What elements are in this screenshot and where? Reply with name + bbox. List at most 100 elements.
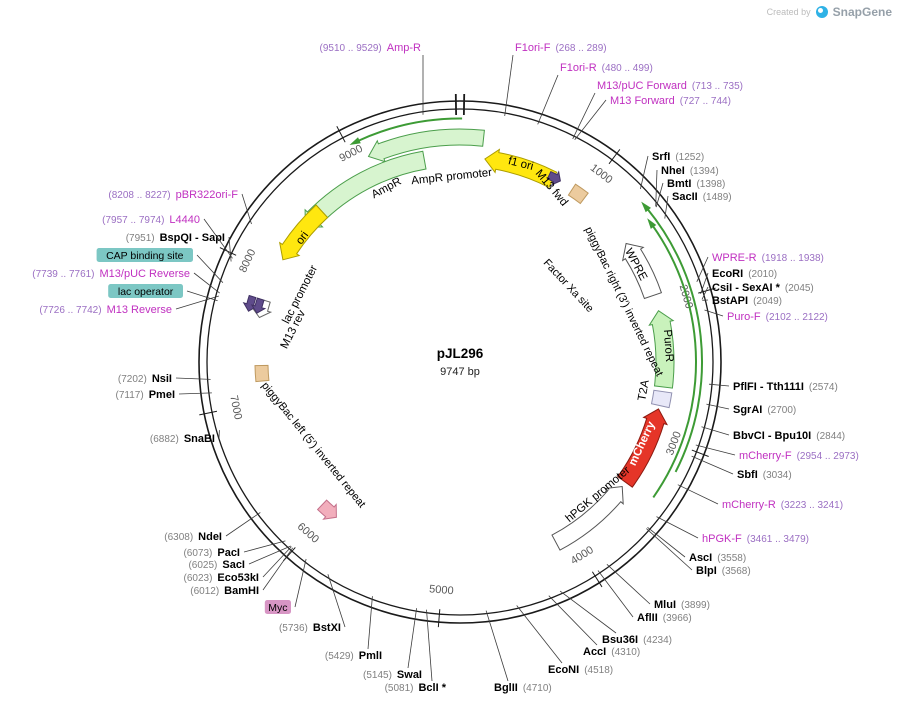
connector-line [178, 392, 212, 395]
site-text: MluI (3899) [654, 599, 710, 611]
site-text: PflFI - Tth111I (2574) [733, 381, 838, 393]
connector-line [701, 426, 730, 436]
connector-line [606, 564, 651, 605]
enzyme-label-srfi: SrfI (1252) [640, 151, 704, 190]
connector-line [203, 218, 233, 259]
inner-label-piggybac-left-5-inverted-repeat: piggyBac left (5′) inverted repeat [259, 380, 368, 510]
connector-line [407, 608, 417, 669]
connector-line [193, 272, 220, 294]
primer-label-f1ori-f: F1ori-F (268 .. 289) [504, 42, 607, 117]
site-text: AflII (3966) [637, 612, 692, 624]
site-text: (7726 .. 7742) M13 Reverse [39, 304, 172, 316]
site-text: M13/pUC Forward (713 .. 735) [597, 80, 743, 92]
site-text: EcoRI (2010) [712, 268, 777, 280]
backbone-outer-circle [198, 100, 722, 624]
tag-text: CAP binding site [106, 250, 184, 262]
feature-mcherry [617, 408, 669, 488]
tag-chip [108, 284, 183, 298]
connector-line [262, 546, 292, 578]
tag-chip [96, 248, 193, 262]
site-text: SbfI (3034) [737, 469, 792, 481]
site-text: BlpI (3568) [696, 565, 751, 577]
feature-piggybac-left-itr [254, 364, 270, 383]
primer-label-puro-f: Puro-F (2102 .. 2122) [704, 309, 828, 323]
tag-text: lac operator [118, 286, 174, 298]
tick-label-5000: 5000 [429, 583, 454, 597]
feature-ori [278, 204, 329, 261]
site-text: BglII (4710) [494, 682, 552, 694]
orf-arrowhead-2 [647, 218, 657, 229]
enzyme-label-bglii: BglII (4710) [485, 610, 552, 694]
primer-label-mcherry-r: mCherry-R (3223 .. 3241) [677, 484, 843, 511]
site-text: SrfI (1252) [652, 151, 704, 163]
snapgene-brand-text: SnapGene [832, 5, 892, 19]
connector-line [640, 155, 649, 190]
connector-line [175, 377, 211, 380]
connector-line [708, 383, 730, 387]
tick-mark [608, 149, 621, 165]
feature-ampr-promoter [367, 128, 485, 163]
feature-pink-element [316, 499, 337, 520]
primer-label-m13-puc-forward: M13/pUC Forward (713 .. 735) [572, 80, 743, 140]
enzyme-label-asci: AscI (3558) [647, 526, 746, 564]
site-text: SacII (1489) [672, 191, 732, 203]
site-text: BbvCI - Bpu10I (2844) [733, 430, 845, 442]
tag-label-lac-operator: lac operator [108, 284, 218, 302]
enzyme-label-paci: (6073) PacI [183, 540, 286, 559]
primer-label-amp-r: (9510 .. 9529) Amp-R [320, 42, 424, 115]
enzyme-label-bstapi: BstAPI (2049) [702, 295, 782, 307]
primer-label-hpgk-f: hPGK-F (3461 .. 3479) [656, 516, 809, 545]
tick-label-4000: 4000 [569, 544, 596, 567]
snapgene-logo-icon [815, 6, 828, 18]
enzyme-label-pflfi-tth111i: PflFI - Tth111I (2574) [708, 381, 838, 393]
tag-label-cap-binding-site: CAP binding site [96, 248, 224, 283]
connector-line [677, 484, 719, 505]
plasmid-size: 9747 bp [440, 366, 480, 378]
connector-line [656, 516, 699, 539]
enzyme-label-bspqi-sapi: (7951) BspQI - SapI [126, 232, 232, 262]
connector-line [701, 286, 709, 300]
enzyme-label-ecori: EcoRI (2010) [700, 268, 777, 295]
enzyme-label-swai: (5145) SwaI [363, 608, 422, 681]
connector-line [327, 574, 346, 628]
site-text: (7957 .. 7974) L4440 [102, 214, 200, 226]
site-text: (5081) BclI * [385, 682, 447, 694]
primer-label-mcherry-f: mCherry-F (2954 .. 2973) [695, 444, 859, 462]
site-text: (6308) NdeI [164, 531, 222, 543]
orf-arc-2 [651, 225, 697, 498]
connector-line [664, 195, 669, 219]
enzyme-label-nhei: NheI (1394) [655, 165, 719, 207]
site-text: (5429) PmlI [325, 650, 382, 662]
connector-line [574, 99, 607, 141]
primer-label-m13-reverse: (7726 .. 7742) M13 Reverse [39, 295, 220, 316]
enzyme-label-mlui: MluI (3899) [606, 564, 710, 611]
site-text: (7739 .. 7761) M13/pUC Reverse [32, 268, 190, 280]
primer-label-l4440: (7957 .. 7974) L4440 [102, 214, 233, 259]
connector-line [695, 444, 736, 456]
connector-line [426, 609, 433, 682]
connector-line [706, 403, 730, 410]
connector-line [548, 595, 598, 646]
tick-label-8000: 8000 [237, 247, 258, 274]
tick-mark [691, 449, 709, 457]
connector-line [241, 193, 252, 225]
enzyme-label-bcli: (5081) BclI * [385, 609, 447, 694]
site-text: Bsu36I (4234) [602, 634, 672, 646]
primer-label-wpre-r: WPRE-R (1918 .. 1938) [696, 252, 824, 282]
enzyme-label-econi: EcoNI (4518) [516, 605, 613, 676]
tick-label-7000: 7000 [227, 394, 244, 420]
site-text: mCherry-F (2954 .. 2973) [739, 450, 859, 462]
connector-line [294, 558, 307, 608]
site-text: (7202) NsiI [118, 373, 172, 385]
watermark: Created by SnapGene [767, 5, 892, 19]
site-text: (8208 .. 8227) pBR322ori-F [108, 189, 238, 201]
backbone-inner-circle [206, 108, 714, 616]
connector-line [262, 547, 294, 591]
connector-line [228, 236, 232, 262]
feature-label-puror: PuroR [661, 329, 675, 362]
site-text: BmtI (1398) [667, 178, 725, 190]
created-by-text: Created by [766, 7, 811, 17]
site-text: NheI (1394) [661, 165, 719, 177]
